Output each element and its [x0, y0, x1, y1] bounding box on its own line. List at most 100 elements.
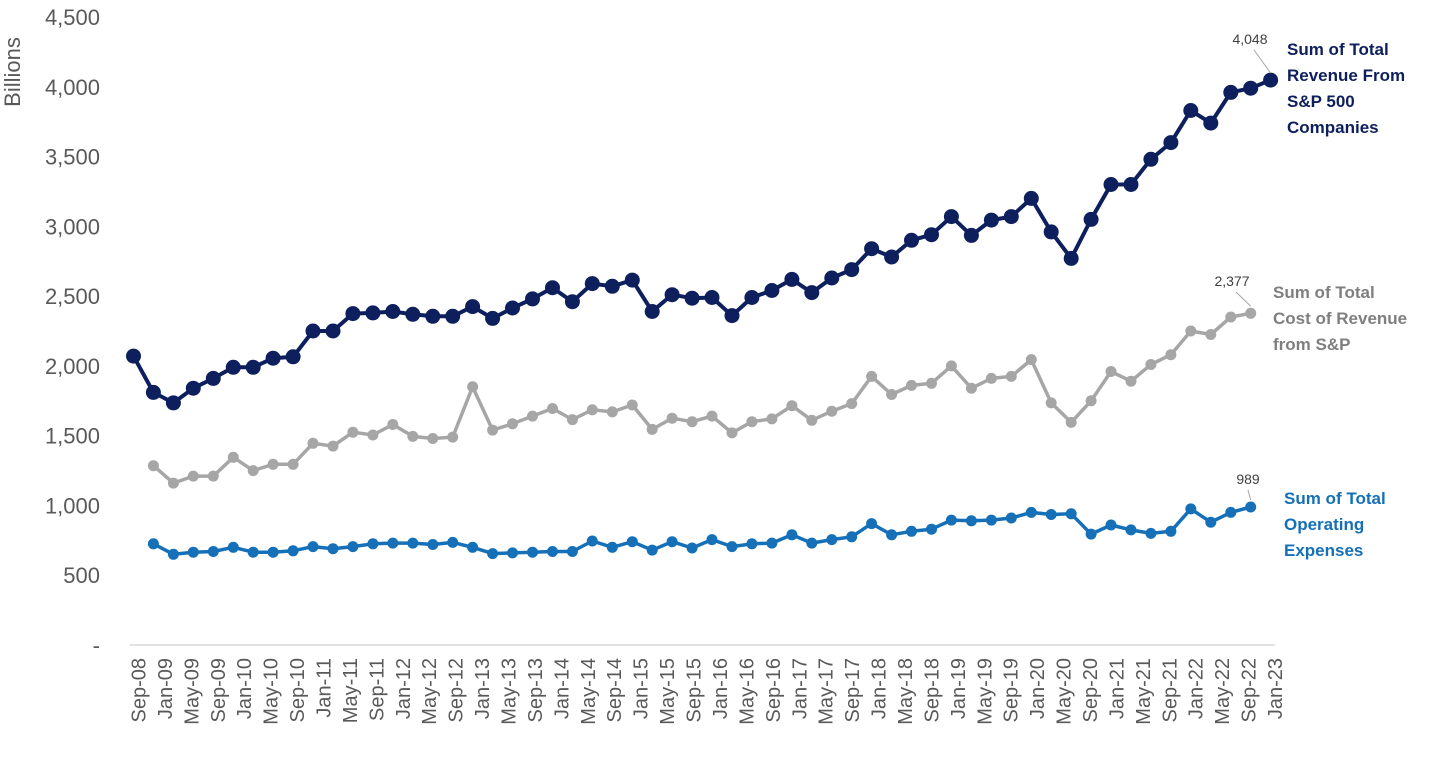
data-point	[926, 523, 937, 535]
data-point	[1225, 506, 1237, 518]
x-tick-label: Jan-10	[234, 658, 256, 719]
x-tick-label: Jan-14	[551, 658, 573, 719]
x-tick-label: May-17	[816, 658, 838, 725]
y-axis-title: Billions	[0, 37, 25, 107]
data-point	[305, 323, 321, 339]
x-tick-label: May-20	[1054, 658, 1076, 725]
data-point	[227, 541, 239, 553]
data-point	[844, 262, 860, 278]
data-point	[846, 398, 858, 410]
data-point	[367, 429, 379, 441]
data-point	[644, 304, 660, 319]
x-tick-label: May-22	[1212, 658, 1234, 725]
data-point	[646, 544, 658, 556]
x-tick-label: Sep-12	[446, 658, 468, 723]
data-point	[1025, 506, 1037, 518]
data-point	[147, 460, 159, 472]
x-tick-label: Sep-21	[1159, 658, 1181, 723]
data-point	[943, 209, 959, 225]
x-tick-label: Sep-09	[208, 658, 230, 723]
data-point	[1005, 370, 1017, 382]
x-tick-label: Jan-17	[789, 658, 811, 719]
data-point	[505, 300, 520, 316]
data-point	[586, 535, 598, 547]
data-point	[347, 426, 359, 438]
data-point	[726, 541, 738, 553]
data-point	[245, 359, 261, 375]
data-point	[487, 424, 499, 436]
data-point	[1003, 209, 1019, 225]
data-point	[1023, 190, 1039, 206]
y-tick-label: 2,000	[45, 354, 100, 379]
data-point	[584, 276, 600, 292]
data-point	[664, 287, 680, 303]
series-2	[147, 501, 1257, 560]
x-tick-label: May-09	[181, 658, 203, 725]
data-point	[165, 395, 181, 411]
data-point	[804, 285, 820, 301]
data-point	[207, 546, 219, 557]
data-point	[626, 399, 638, 411]
data-point	[527, 546, 538, 558]
data-point	[1163, 135, 1179, 151]
data-point	[1245, 307, 1257, 319]
data-point	[766, 413, 778, 425]
data-point	[1105, 366, 1117, 377]
data-point	[846, 531, 858, 543]
data-point	[487, 548, 499, 560]
data-point	[866, 518, 878, 530]
x-tick-label: Jan-09	[155, 658, 177, 719]
series-layer	[126, 72, 1279, 560]
data-point	[185, 380, 201, 396]
data-point	[606, 541, 618, 553]
data-point	[345, 306, 361, 322]
x-tick-label: Sep-08	[129, 658, 151, 723]
data-point	[365, 305, 381, 321]
data-point	[205, 370, 221, 386]
data-point	[924, 227, 939, 243]
data-point	[227, 451, 239, 463]
data-point	[824, 270, 840, 286]
data-point	[187, 470, 199, 482]
data-point	[706, 410, 718, 422]
data-point	[167, 548, 179, 560]
data-point	[884, 249, 900, 265]
data-point	[367, 538, 379, 550]
data-point	[1263, 72, 1279, 88]
x-tick-label: May-21	[1133, 658, 1155, 725]
x-tick-label: Sep-20	[1080, 658, 1102, 723]
data-point	[963, 227, 979, 243]
data-point	[507, 547, 518, 559]
data-point	[1025, 354, 1037, 366]
data-point	[287, 545, 299, 557]
data-point	[445, 308, 461, 324]
data-point	[626, 536, 638, 548]
y-tick-label: 4,000	[45, 75, 100, 100]
data-point	[465, 299, 481, 315]
data-point	[1225, 311, 1237, 323]
x-tick-label: Sep-19	[1001, 658, 1023, 723]
x-tick-label: Sep-18	[921, 658, 943, 723]
data-point	[265, 350, 281, 366]
data-point	[566, 414, 578, 426]
data-point	[225, 359, 241, 375]
data-point	[247, 465, 259, 477]
data-point	[926, 377, 937, 389]
y-tick-label: 500	[63, 563, 100, 588]
data-point	[285, 349, 301, 365]
data-point	[427, 433, 439, 444]
series-name-label: Sum of Total Operating Expenses	[1284, 489, 1386, 560]
data-point	[784, 271, 800, 287]
data-point	[906, 525, 917, 537]
data-point	[1205, 516, 1217, 528]
data-point	[985, 372, 997, 384]
x-tick-label: Jan-13	[472, 658, 494, 719]
x-tick-label: Sep-16	[763, 658, 785, 723]
data-point	[507, 418, 518, 430]
data-point	[1245, 501, 1257, 513]
data-point	[145, 384, 161, 400]
data-point	[1125, 524, 1137, 536]
data-point	[407, 537, 419, 549]
data-point	[1065, 508, 1077, 520]
